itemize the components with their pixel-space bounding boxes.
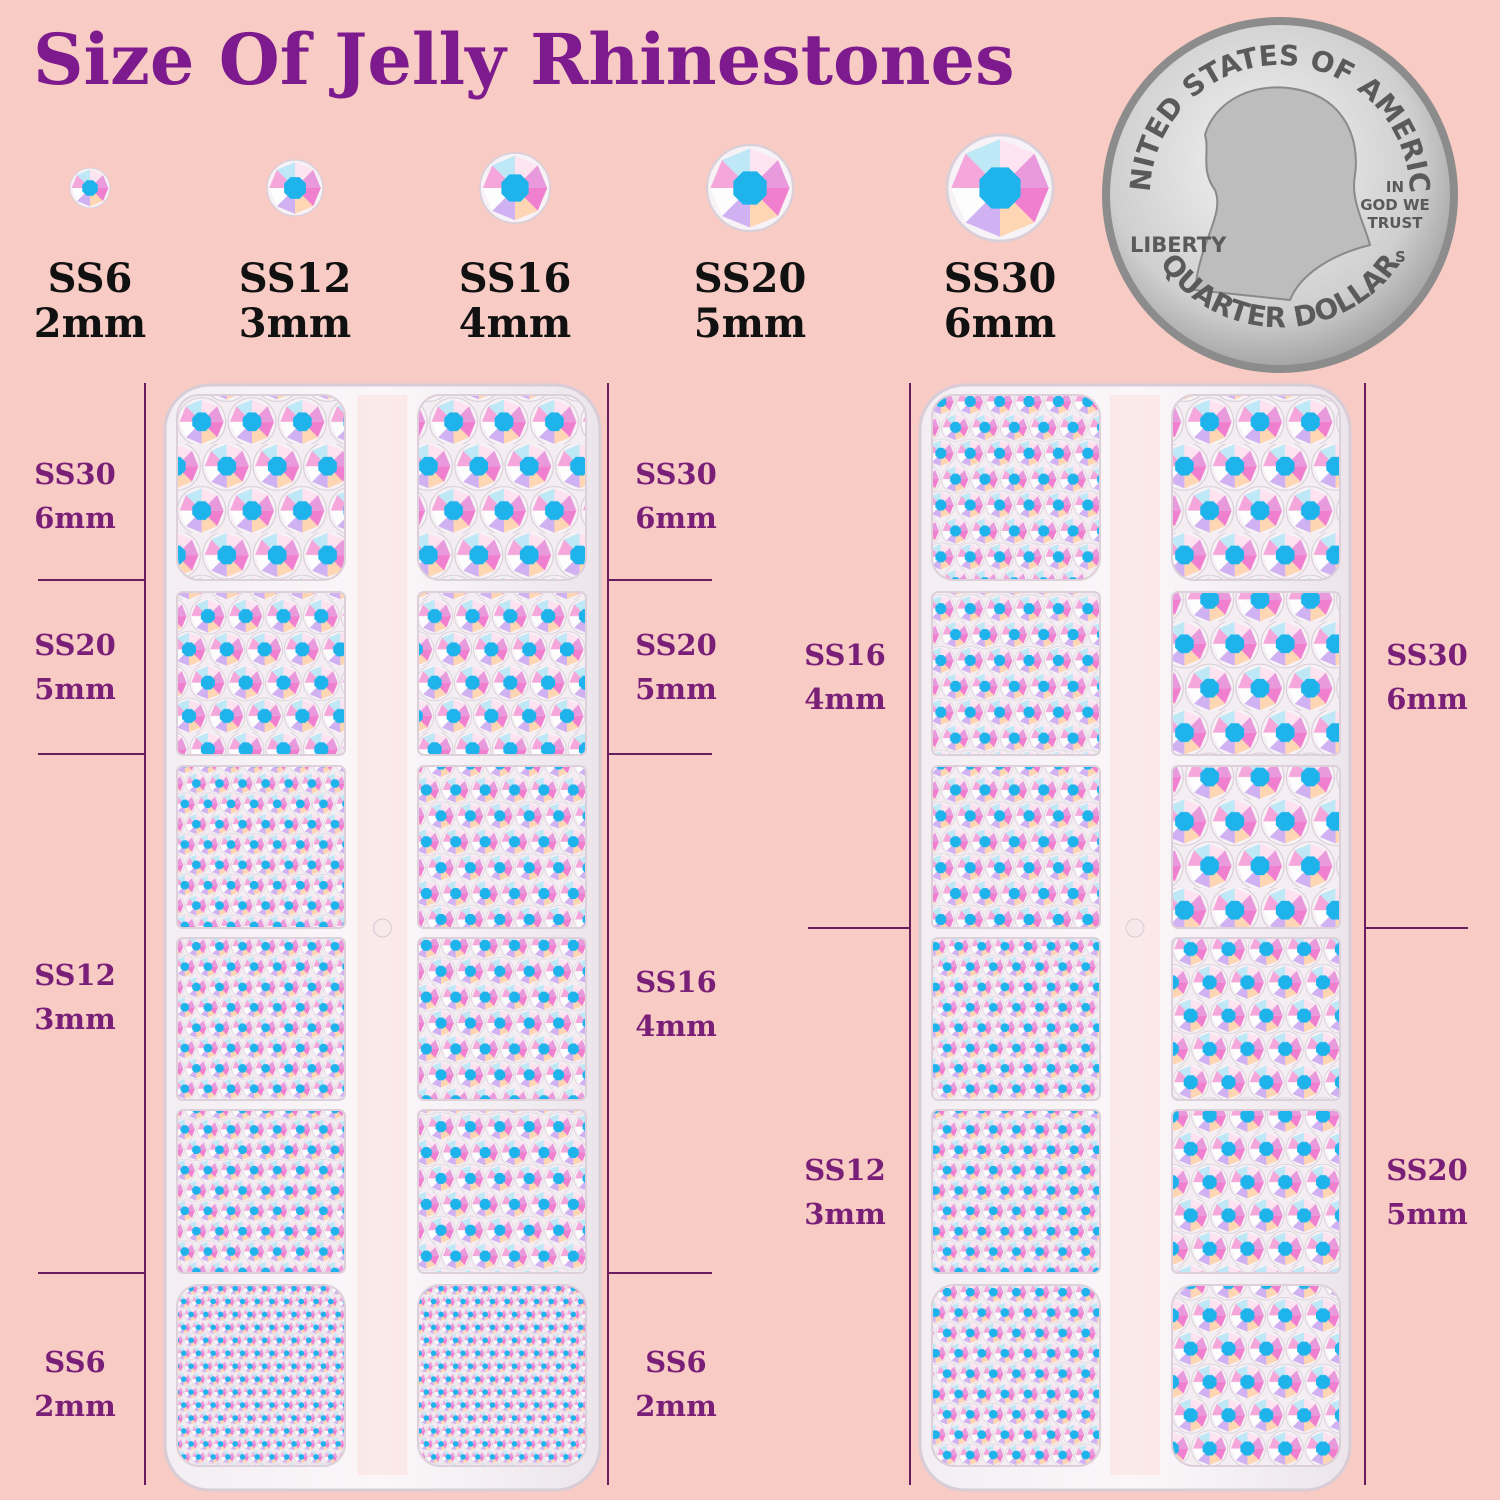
size-label: SS20: [34, 628, 116, 662]
compartment: [1171, 1109, 1341, 1274]
size-label: SS12: [804, 1153, 886, 1187]
size-label: SS6: [44, 1345, 105, 1379]
size-label: 2mm: [635, 1389, 717, 1423]
compartment: [176, 394, 346, 581]
size-sample: [479, 152, 551, 224]
stone-table: [979, 167, 1021, 209]
size-label: 5mm: [635, 672, 717, 706]
compartment: [176, 1284, 346, 1467]
coin-motto: IN: [1386, 178, 1404, 196]
size-sample: [266, 159, 324, 217]
coin-motto: TRUST: [1368, 214, 1424, 232]
size-mm: 5mm: [694, 300, 806, 347]
compartment: [417, 1284, 587, 1467]
compartment: [176, 937, 346, 1101]
size-label: SS16: [635, 965, 717, 999]
compartment: [931, 591, 1101, 756]
compartment: [931, 1109, 1101, 1274]
compartment: [1171, 591, 1341, 756]
size-label: 3mm: [34, 1002, 116, 1036]
size-label: SS20: [1386, 1153, 1468, 1187]
compartment: [1171, 394, 1341, 581]
size-sample: [69, 167, 111, 209]
content: SS62mmSS123mmSS164mmSS205mmSS306mmSS306m…: [34, 133, 1468, 1492]
compartment: [417, 591, 587, 756]
size-label: 2mm: [34, 1389, 116, 1423]
size-code: SS6: [48, 255, 133, 302]
size-code: SS12: [239, 255, 352, 302]
size-label: 5mm: [1386, 1197, 1468, 1231]
size-label: 4mm: [804, 682, 886, 716]
compartment: [176, 765, 346, 929]
size-mm: 4mm: [459, 300, 571, 347]
title: Size Of Jelly Rhinestones: [33, 18, 1015, 101]
size-code: SS16: [459, 255, 572, 302]
stone-table: [284, 177, 306, 199]
compartment: [417, 394, 587, 581]
compartment: [417, 765, 587, 929]
coin-mint: S: [1395, 248, 1406, 266]
size-label: SS16: [804, 638, 886, 672]
compartment: [931, 394, 1101, 581]
compartment: [1171, 765, 1341, 929]
compartment: [1171, 937, 1341, 1101]
portrait: [1193, 86, 1372, 302]
stone-table: [82, 180, 98, 196]
size-label: 6mm: [635, 501, 717, 535]
stone-table: [733, 171, 767, 205]
compartment: [931, 937, 1101, 1101]
compartment: [176, 591, 346, 756]
size-label: SS30: [34, 457, 116, 491]
size-label: SS20: [635, 628, 717, 662]
size-label: 6mm: [34, 501, 116, 535]
coin-motto: GOD WE: [1360, 196, 1430, 214]
compartment: [417, 1109, 587, 1274]
size-sample: [705, 143, 795, 233]
size-label: SS6: [645, 1345, 706, 1379]
compartment: [931, 765, 1101, 929]
compartment: [1171, 1284, 1341, 1467]
compartment: [931, 1284, 1101, 1467]
compartment: [417, 937, 587, 1101]
size-label: SS30: [635, 457, 717, 491]
size-label: SS30: [1386, 638, 1468, 672]
size-label: SS12: [34, 958, 116, 992]
size-sample: [945, 133, 1055, 243]
size-code: SS30: [944, 255, 1057, 302]
size-label: 5mm: [34, 672, 116, 706]
coin-liberty: LIBERTY: [1130, 233, 1227, 257]
stone-table: [501, 174, 529, 202]
size-label: 3mm: [804, 1197, 886, 1231]
size-mm: 3mm: [239, 300, 351, 347]
tray-pin: [1125, 918, 1145, 938]
compartment: [176, 1109, 346, 1274]
tray-pin: [373, 918, 392, 938]
size-code: SS20: [694, 255, 807, 302]
size-label: 6mm: [1386, 682, 1468, 716]
size-mm: 6mm: [944, 300, 1056, 347]
size-label: 4mm: [635, 1009, 717, 1043]
size-mm: 2mm: [34, 300, 146, 347]
